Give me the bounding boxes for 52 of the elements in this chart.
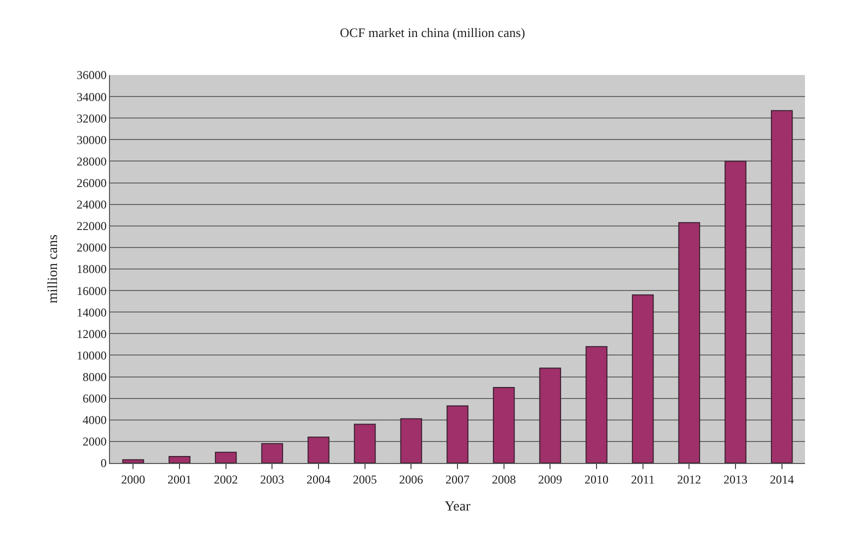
x-tick-label: 2014 <box>770 472 794 486</box>
bar <box>632 294 654 463</box>
y-tick-label: 16000 <box>76 284 107 298</box>
bar <box>678 222 700 463</box>
x-tick-label: 2001 <box>168 472 192 486</box>
y-tick-label: 36000 <box>76 68 107 82</box>
x-tick-label: 2010 <box>584 472 608 486</box>
bar <box>586 346 608 463</box>
bar <box>354 424 376 463</box>
y-tick-label: 32000 <box>76 111 107 126</box>
x-tick-label: 2006 <box>399 472 424 486</box>
bar <box>168 456 190 463</box>
x-tick-label: 2007 <box>446 472 470 486</box>
bar <box>724 160 746 463</box>
y-axis-title: million cans <box>46 234 62 304</box>
x-tick-label: 2011 <box>631 472 655 486</box>
y-tick-label: 2000 <box>82 434 107 449</box>
bar <box>539 368 562 463</box>
y-tick-label: 26000 <box>76 176 107 190</box>
x-axis-title: Year <box>444 500 471 515</box>
x-tick-label: 2003 <box>260 472 284 486</box>
x-tick-label: 2002 <box>214 472 238 486</box>
bar <box>308 436 330 463</box>
y-tick-label: 12000 <box>76 326 107 341</box>
y-tick-label: 20000 <box>76 240 107 255</box>
y-tick-label: 18000 <box>76 262 107 276</box>
y-tick-label: 22000 <box>76 219 107 234</box>
bar <box>122 459 144 463</box>
bar <box>400 418 422 463</box>
y-tick-label: 8000 <box>82 370 107 384</box>
x-tick-label: 2013 <box>724 472 748 486</box>
y-tick-label: 6000 <box>82 392 107 406</box>
y-tick-label: 34000 <box>76 90 107 104</box>
x-tick-label: 2004 <box>306 472 330 486</box>
x-tick-label: 2005 <box>352 472 377 486</box>
x-tick-label: 2000 <box>121 472 146 486</box>
y-tick-label: 14000 <box>76 305 107 320</box>
bar <box>492 387 515 463</box>
y-tick-label: 10000 <box>76 348 107 362</box>
bar <box>446 405 468 463</box>
x-tick-label: 2008 <box>492 472 516 486</box>
y-tick-label: 24000 <box>76 198 107 212</box>
x-tick-label: 2009 <box>538 472 562 486</box>
bar <box>214 452 237 463</box>
x-tick-label: 2012 <box>677 472 702 486</box>
bar <box>770 110 793 463</box>
y-tick-label: 0 <box>100 456 107 470</box>
y-tick-label: 28000 <box>76 154 107 168</box>
chart-title: OCF market in china (million cans) <box>340 24 526 40</box>
y-tick-label: 30000 <box>76 132 107 147</box>
bar <box>261 443 284 463</box>
y-tick-label: 4000 <box>82 413 107 428</box>
